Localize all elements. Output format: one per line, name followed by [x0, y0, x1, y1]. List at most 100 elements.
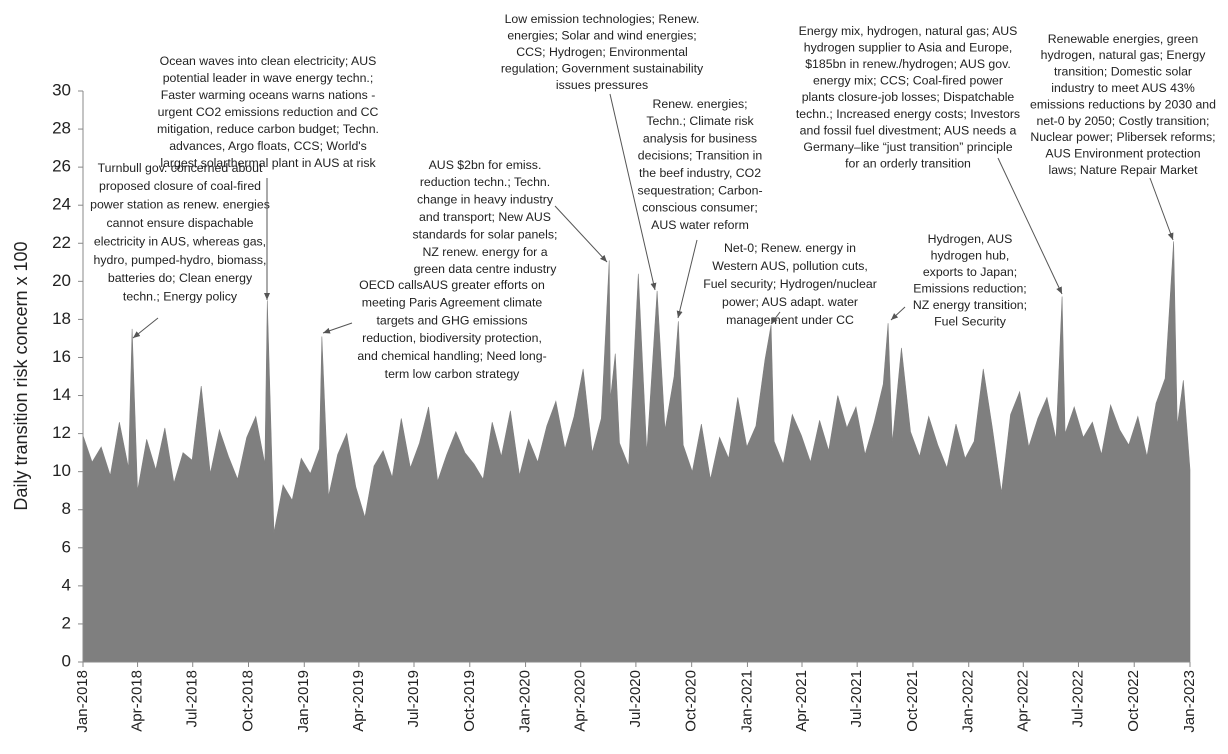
y-tick-label: 16 [52, 347, 71, 366]
annotation-line: management under CC [726, 313, 854, 327]
x-tick-label: Oct-2020 [683, 670, 700, 732]
annotation-line: NZ renew. energy for a [422, 245, 547, 259]
annotation-line: standards for solar panels; [413, 227, 558, 241]
y-tick-label: 26 [52, 157, 71, 176]
annotation-arrow [132, 317, 159, 339]
annotation-line: Western AUS, pollution cuts, [712, 259, 868, 273]
annotation-arrow [770, 311, 781, 325]
annotation-arrow [322, 322, 353, 334]
annotation-line: techn.; Increased energy costs; Investor… [796, 107, 1020, 121]
annotation-line: advances, Argo floats, CCS; World's [169, 139, 367, 153]
annotation-line: change in heavy industry [417, 193, 554, 207]
annotation-line: Germany–like “just transition” principle [803, 140, 1012, 154]
annotation-line: power station as renew. energies [90, 198, 270, 212]
annotation-line: emissions reductions by 2030 and [1030, 97, 1216, 111]
x-tick-label: Jan-2018 [74, 670, 91, 733]
annotation-line: largest solarthermal plant in AUS at ris… [160, 156, 376, 170]
annotation-line: conscious consumer; [642, 201, 758, 215]
annotation-line: meeting Paris Agreement climate [362, 296, 543, 310]
annotation-line: and transport; New AUS [419, 210, 551, 224]
annotation-line: Nuclear power; Plibersek reforms; [1030, 130, 1215, 144]
x-tick-label: Oct-2021 [904, 670, 921, 732]
annotation-line: reduction, biodiversity protection, [362, 331, 542, 345]
annotation: Hydrogen, AUS hydrogen hub, exports to Jap… [890, 232, 1027, 328]
annotation-line: Faster warming oceans warns nations - [161, 88, 376, 102]
y-tick-label: 8 [62, 499, 71, 518]
y-tick-label: 12 [52, 423, 71, 442]
annotation-line: urgent CO2 emissions reduction and CC [158, 105, 379, 119]
annotation: OECD callsAUS greater efforts on meeting … [322, 278, 547, 381]
annotation-line: sequestration; Carbon- [637, 183, 762, 197]
area [82, 241, 1191, 663]
annotation-line: transition; Domestic solar [1054, 65, 1192, 79]
x-tick-label: Oct-2019 [461, 670, 478, 732]
annotation: AUS $2bn for emiss. reduction techn.; Tec… [413, 158, 608, 276]
annotation-line: Turnbull gov. concerned about [98, 161, 263, 175]
y-tick-label: 22 [52, 233, 71, 252]
annotation-arrow [997, 157, 1063, 295]
x-tick-label: Jul-2021 [848, 670, 865, 728]
annotation-line: AUS water reform [651, 218, 749, 232]
annotation-arrow [1149, 177, 1174, 241]
x-tick-label: Apr-2019 [350, 670, 367, 732]
x-tick-label: Apr-2018 [129, 670, 146, 732]
x-tick-label: Oct-2022 [1125, 670, 1142, 732]
x-tick-label: Jan-2021 [738, 670, 755, 733]
annotation: Renew. energies; Techn.; Climate risk anal… [637, 97, 763, 319]
annotation-line: targets and GHG emissions [376, 313, 527, 327]
annotation-line: and chemical handling; Need long- [357, 349, 546, 363]
annotation-line: regulation; Government sustainability [501, 61, 704, 75]
annotation-line: industry to meet AUS 43% [1051, 81, 1195, 95]
annotation-line: Energy mix, hydrogen, natural gas; AUS [799, 24, 1018, 38]
annotation-line: Net-0; Renew. energy in [724, 241, 856, 255]
annotation-line: mitigation, reduce carbon budget; Techn. [157, 122, 379, 136]
annotation-line: hydrogen, natural gas; Energy [1041, 48, 1207, 62]
x-tick-label: Apr-2020 [572, 670, 589, 732]
annotation-arrow [554, 205, 608, 263]
y-tick-label: 28 [52, 119, 71, 138]
x-tick-label: Jan-2023 [1181, 670, 1198, 733]
annotation-line: proposed closure of coal-fired [99, 179, 261, 193]
annotation-line: green data centre industry [414, 262, 558, 276]
annotation-line: NZ energy transition; [913, 298, 1027, 312]
annotation-line: OECD callsAUS greater efforts on [359, 278, 545, 292]
annotation-line: reduction techn.; Techn. [420, 175, 550, 189]
x-tick-label: Jan-2020 [517, 670, 534, 733]
annotation: Ocean waves into clean electricity; AUS p… [157, 54, 379, 300]
annotation-line: potential leader in wave energy techn.; [163, 71, 374, 85]
x-tick-label: Jul-2022 [1069, 670, 1086, 728]
annotation-line: Fuel Security [934, 314, 1007, 328]
y-tick-label: 6 [62, 537, 71, 556]
annotation: Renewable energies, green hydrogen, natur… [1030, 32, 1216, 241]
annotation-line: Techn.; Climate risk [646, 114, 754, 128]
annotation-line: laws; Nature Repair Market [1049, 163, 1199, 177]
annotation-line: hydrogen hub, [931, 248, 1010, 262]
y-tick-label: 14 [52, 385, 71, 404]
annotation-line: the beef industry, CO2 [639, 166, 761, 180]
y-tick-label: 10 [52, 461, 71, 480]
annotation-line: cannot ensure dispachable [107, 216, 254, 230]
annotation-line: decisions; Transition in [638, 149, 763, 163]
annotation-line: Hydrogen, AUS [928, 232, 1013, 246]
x-tick-label: Jul-2020 [627, 670, 644, 728]
annotation-line: issues pressures [556, 78, 648, 92]
annotation-line: AUS Environment protection [1045, 147, 1200, 161]
y-tick-label: 2 [62, 613, 71, 632]
annotation-line: hydrogen supplier to Asia and Europe, [804, 40, 1013, 54]
annotation-line: exports to Japan; [923, 265, 1017, 279]
y-tick-label: 4 [62, 575, 71, 594]
annotation-line: $185bn in renew./hydrogen; AUS gov. [805, 57, 1011, 71]
annotation-line: plants closure-job losses; Dispatchable [802, 90, 1015, 104]
y-axis-title: Daily transition risk concern x 100 [11, 241, 31, 510]
annotation-line: AUS $2bn for emiss. [429, 158, 542, 172]
annotation-line: CCS; Hydrogen; Environmental [516, 45, 688, 59]
annotation: Turnbull gov. concerned about proposed cl… [90, 161, 270, 339]
annotation-line: term low carbon strategy [385, 367, 520, 381]
annotation-arrow [890, 306, 906, 321]
annotation-line: batteries do; Clean energy [108, 271, 253, 285]
annotation-line: power; AUS adapt. water [722, 295, 858, 309]
annotation-line: energy mix; CCS; Coal-fired power [813, 74, 1003, 88]
y-tick-label: 0 [62, 651, 71, 670]
x-tick-label: Jul-2019 [405, 670, 422, 728]
